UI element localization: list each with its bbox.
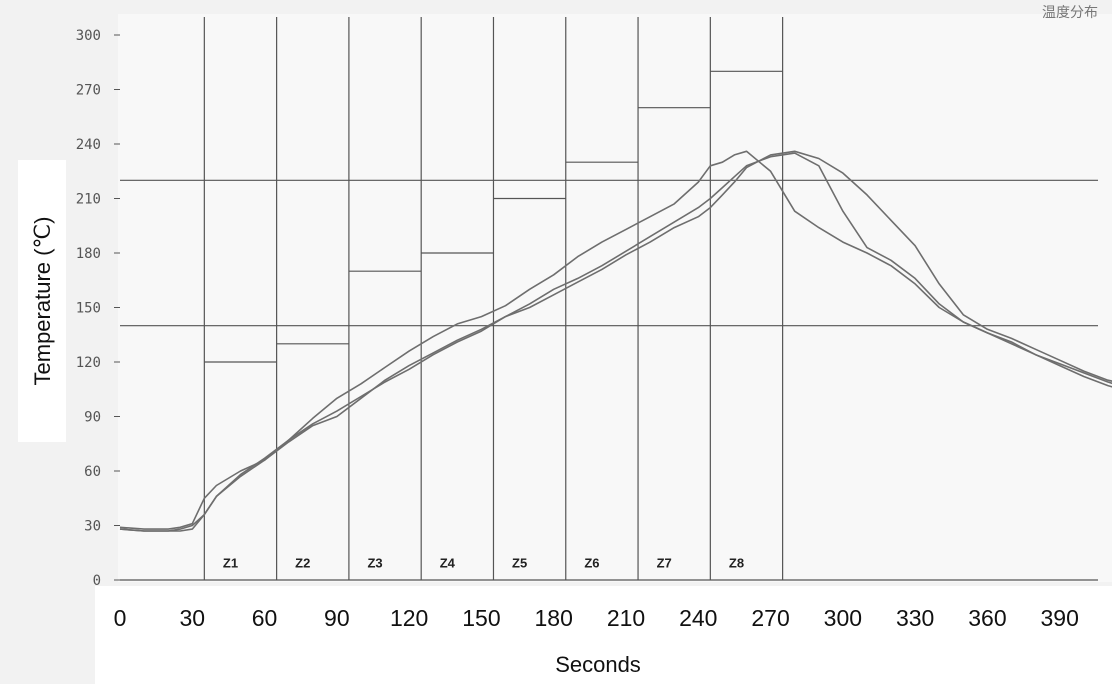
reference-lines bbox=[120, 179, 1098, 581]
temperature-series bbox=[119, 150, 1112, 532]
y-tick-label: 180 bbox=[76, 246, 101, 262]
zone-label: Z2 bbox=[295, 555, 310, 570]
plot-area bbox=[118, 14, 1112, 582]
y-tick-label: 240 bbox=[76, 137, 101, 153]
x-tick-label: 180 bbox=[535, 605, 573, 631]
x-axis-ticks: 0 30 60 90 120 150 180 210 240 270 300 330 360 390 bbox=[114, 605, 1079, 631]
x-tick-label: 210 bbox=[607, 605, 645, 631]
zone-label: Z7 bbox=[657, 555, 672, 570]
y-tick-label: 30 bbox=[84, 519, 101, 535]
temperature-series-line bbox=[119, 150, 1112, 532]
x-tick-label: 60 bbox=[252, 605, 278, 631]
x-axis-band bbox=[95, 586, 1112, 684]
zone-label: Z5 bbox=[512, 555, 527, 570]
x-tick-label: 120 bbox=[390, 605, 428, 631]
y-axis-title: Temperature (℃) bbox=[30, 217, 55, 386]
x-tick-label: 330 bbox=[896, 605, 934, 631]
zone-boxes: Z1 Z2 Z3 Z4 Z5 Z6 Z7 Z8 bbox=[203, 17, 784, 580]
x-tick-label: 390 bbox=[1041, 605, 1079, 631]
x-tick-label: 270 bbox=[751, 605, 789, 631]
y-tick-label: 60 bbox=[84, 464, 101, 480]
y-tick-label: 0 bbox=[93, 573, 101, 589]
y-tick-label: 210 bbox=[76, 192, 101, 208]
y-tick-label: 150 bbox=[76, 301, 101, 317]
x-axis-title: Seconds bbox=[555, 652, 641, 677]
y-tick-label: 270 bbox=[76, 83, 101, 99]
zone-label: Z1 bbox=[223, 555, 238, 570]
x-tick-label: 300 bbox=[824, 605, 862, 631]
temperature-series-line bbox=[119, 150, 1112, 532]
zone-label: Z4 bbox=[440, 555, 456, 570]
zone-label: Z8 bbox=[729, 555, 744, 570]
y-axis-ticks: 0 30 60 90 120 150 180 210 240 270 300 bbox=[76, 28, 120, 589]
y-tick-label: 300 bbox=[76, 28, 101, 44]
y-tick-label: 120 bbox=[76, 355, 101, 371]
y-tick-label: 90 bbox=[84, 410, 101, 426]
corner-label: 温度分布 bbox=[1042, 5, 1098, 21]
x-tick-label: 30 bbox=[179, 605, 205, 631]
x-tick-label: 360 bbox=[968, 605, 1006, 631]
x-tick-label: 90 bbox=[324, 605, 350, 631]
y-axis-title-band bbox=[18, 160, 66, 442]
x-tick-label: 0 bbox=[114, 605, 127, 631]
x-tick-label: 240 bbox=[679, 605, 717, 631]
zone-label: Z6 bbox=[584, 555, 599, 570]
zone-label: Z3 bbox=[367, 555, 382, 570]
x-tick-label: 150 bbox=[462, 605, 500, 631]
